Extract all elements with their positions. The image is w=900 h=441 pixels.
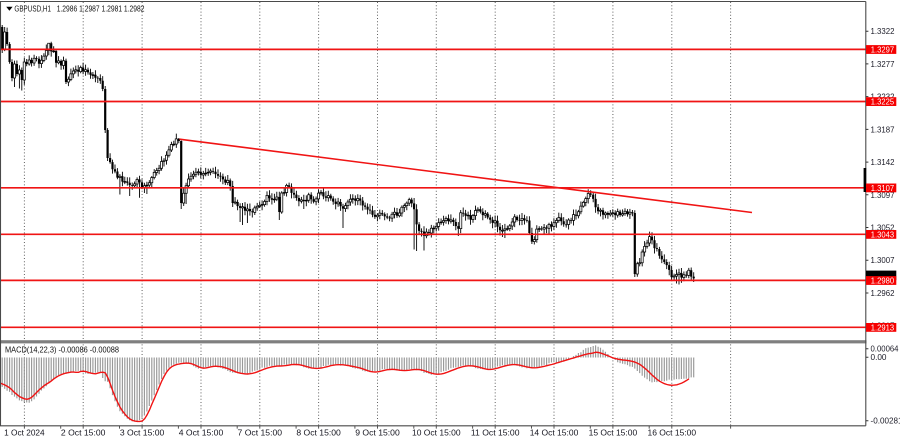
svg-text:1.3277: 1.3277 <box>871 59 895 69</box>
svg-text:10 Oct 15:00: 10 Oct 15:00 <box>412 428 461 438</box>
svg-text:16 Oct 15:00: 16 Oct 15:00 <box>648 428 697 438</box>
svg-text:1.3097: 1.3097 <box>871 190 895 200</box>
svg-text:1.3007: 1.3007 <box>871 255 895 265</box>
svg-text:1.3225: 1.3225 <box>871 97 895 107</box>
svg-text:1.3187: 1.3187 <box>871 124 895 134</box>
svg-text:0.00064: 0.00064 <box>871 344 899 354</box>
svg-text:1.2962: 1.2962 <box>871 288 895 298</box>
svg-text:1.3322: 1.3322 <box>871 26 895 36</box>
svg-text:1.3232: 1.3232 <box>871 92 895 102</box>
svg-text:1.3297: 1.3297 <box>871 44 895 54</box>
svg-text:1.2986 1.2987 1.2981 1.2982: 1.2986 1.2987 1.2981 1.2982 <box>57 4 145 14</box>
svg-text:1.3043: 1.3043 <box>871 229 895 239</box>
svg-text:1.3107: 1.3107 <box>871 183 895 193</box>
svg-text:1.2913: 1.2913 <box>871 322 895 332</box>
svg-text:1.3142: 1.3142 <box>871 157 895 167</box>
svg-text:1.2980: 1.2980 <box>871 275 895 285</box>
svg-text:1 Oct 2024: 1 Oct 2024 <box>4 428 45 438</box>
svg-text:-0.00281: -0.00281 <box>871 416 900 426</box>
svg-text:1.3052: 1.3052 <box>871 223 895 233</box>
svg-text:7 Oct 15:00: 7 Oct 15:00 <box>238 428 283 438</box>
svg-text:GBPUSD,H1: GBPUSD,H1 <box>14 4 51 14</box>
svg-text:MACD(14,22,3) -0.00086 -0.0008: MACD(14,22,3) -0.00086 -0.00088 <box>5 344 119 354</box>
svg-text:14 Oct 15:00: 14 Oct 15:00 <box>530 428 579 438</box>
svg-text:15 Oct 15:00: 15 Oct 15:00 <box>589 428 638 438</box>
svg-text:4 Oct 15:00: 4 Oct 15:00 <box>179 428 224 438</box>
svg-text:9 Oct 15:00: 9 Oct 15:00 <box>355 428 400 438</box>
svg-text:3 Oct 15:00: 3 Oct 15:00 <box>120 428 165 438</box>
svg-text:11 Oct 15:00: 11 Oct 15:00 <box>471 428 520 438</box>
svg-text:0.00: 0.00 <box>871 352 887 362</box>
svg-text:8 Oct 15:00: 8 Oct 15:00 <box>296 428 341 438</box>
svg-text:2 Oct 15:00: 2 Oct 15:00 <box>61 428 106 438</box>
